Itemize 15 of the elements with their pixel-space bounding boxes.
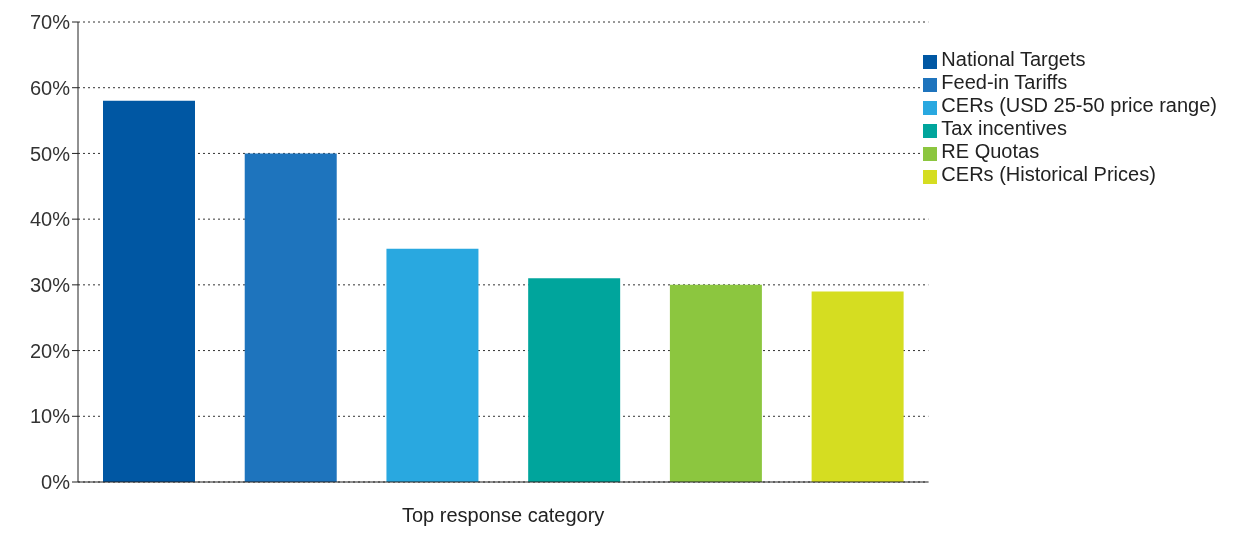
legend-label: CERs (USD 25-50 price range) xyxy=(941,94,1217,116)
y-tick-label: 40% xyxy=(29,208,71,231)
legend-label: Feed-in Tariffs xyxy=(941,71,1068,93)
legend-label: Tax incentives xyxy=(941,117,1067,139)
y-tick-label: 70% xyxy=(29,11,71,34)
y-tick-label: 0% xyxy=(41,471,71,494)
legend-label: RE Quotas xyxy=(941,140,1040,162)
y-tick-label: 20% xyxy=(29,339,71,362)
legend-label: CERs (Historical Prices) xyxy=(941,163,1156,185)
legend-label: National Targets xyxy=(941,48,1086,70)
x-axis-title: Top response category xyxy=(402,504,605,526)
y-tick-label: 10% xyxy=(29,405,71,428)
y-tick-label: 30% xyxy=(29,273,71,296)
y-tick-label: 50% xyxy=(29,142,71,165)
y-tick-label: 60% xyxy=(29,76,71,99)
